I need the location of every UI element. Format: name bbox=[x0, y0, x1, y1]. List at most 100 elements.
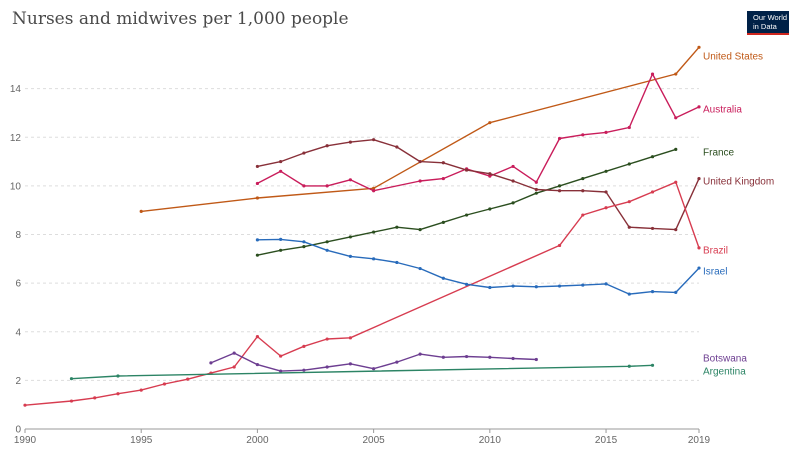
data-point bbox=[395, 225, 399, 229]
chart-title: Nurses and midwives per 1,000 people bbox=[12, 9, 349, 29]
x-tick-label: 1990 bbox=[14, 435, 37, 446]
y-tick-label: 2 bbox=[15, 376, 21, 387]
x-tick-label: 2015 bbox=[595, 435, 618, 446]
series-label: Brazil bbox=[703, 246, 728, 257]
data-point bbox=[348, 336, 352, 340]
data-point bbox=[302, 184, 306, 188]
data-point bbox=[302, 344, 306, 348]
y-tick-label: 12 bbox=[10, 133, 22, 144]
data-point bbox=[255, 335, 260, 339]
data-point bbox=[69, 377, 74, 381]
series-label: United Kingdom bbox=[703, 177, 774, 188]
data-point bbox=[232, 351, 236, 355]
data-point bbox=[279, 248, 283, 252]
data-point bbox=[279, 169, 283, 173]
data-point bbox=[279, 237, 283, 241]
data-point bbox=[325, 240, 329, 244]
data-point bbox=[674, 228, 678, 232]
data-point bbox=[255, 181, 260, 186]
data-point bbox=[418, 352, 422, 356]
y-tick-label: 4 bbox=[15, 327, 21, 338]
data-point bbox=[604, 130, 608, 134]
data-point bbox=[441, 220, 445, 224]
data-point bbox=[372, 186, 376, 190]
data-point bbox=[557, 189, 562, 193]
data-point bbox=[325, 144, 329, 148]
data-point bbox=[302, 240, 306, 244]
data-point bbox=[534, 285, 538, 289]
series-line-united-states bbox=[141, 46, 700, 213]
owid-logo[interactable]: Our World in Data bbox=[747, 11, 789, 35]
data-point bbox=[418, 228, 422, 232]
data-point bbox=[697, 266, 701, 270]
data-point bbox=[627, 162, 631, 166]
data-point bbox=[581, 133, 585, 137]
y-tick-label: 14 bbox=[10, 84, 22, 95]
data-point bbox=[116, 374, 120, 378]
data-point bbox=[232, 365, 236, 369]
data-point bbox=[279, 159, 283, 164]
data-point bbox=[162, 382, 167, 386]
data-point bbox=[557, 243, 562, 248]
data-point bbox=[697, 176, 701, 181]
data-point bbox=[697, 45, 701, 49]
data-point bbox=[441, 355, 445, 359]
y-tick-label: 6 bbox=[15, 279, 21, 290]
data-point bbox=[650, 190, 655, 194]
series-line-israel bbox=[257, 238, 700, 295]
data-point bbox=[534, 187, 538, 192]
data-point bbox=[557, 284, 562, 288]
data-point bbox=[534, 180, 538, 184]
data-point bbox=[186, 377, 190, 381]
series-line-argentina bbox=[71, 364, 653, 380]
data-point bbox=[488, 355, 492, 359]
data-point bbox=[650, 72, 655, 76]
data-point bbox=[627, 225, 631, 229]
data-point bbox=[372, 138, 376, 142]
data-point bbox=[511, 179, 515, 183]
series-label: France bbox=[703, 148, 735, 159]
data-point bbox=[674, 72, 678, 76]
data-point bbox=[674, 290, 678, 294]
data-point bbox=[674, 180, 678, 184]
data-point bbox=[372, 257, 376, 261]
x-tick-label: 2019 bbox=[688, 435, 711, 446]
data-point bbox=[511, 201, 515, 205]
data-point bbox=[255, 362, 260, 367]
data-point bbox=[418, 179, 422, 183]
data-point bbox=[255, 164, 260, 169]
data-point bbox=[581, 176, 585, 181]
data-point bbox=[348, 178, 352, 182]
data-point bbox=[488, 174, 492, 178]
data-point bbox=[441, 276, 445, 280]
y-tick-label: 8 bbox=[15, 230, 21, 241]
data-point bbox=[348, 235, 352, 239]
x-tick-label: 1995 bbox=[130, 435, 153, 446]
data-point bbox=[488, 121, 492, 125]
data-point bbox=[534, 357, 538, 362]
series-label: Israel bbox=[703, 267, 727, 278]
data-point bbox=[441, 161, 445, 165]
data-point bbox=[697, 105, 701, 109]
data-point bbox=[581, 283, 585, 287]
data-point bbox=[139, 388, 143, 392]
data-point bbox=[650, 155, 655, 159]
data-point bbox=[325, 365, 329, 369]
data-point bbox=[302, 368, 306, 372]
data-point bbox=[488, 207, 492, 211]
data-point bbox=[348, 362, 352, 366]
data-point bbox=[325, 184, 329, 188]
data-point bbox=[93, 396, 97, 400]
data-point bbox=[627, 200, 631, 204]
data-point bbox=[372, 230, 376, 234]
data-point bbox=[348, 254, 352, 258]
data-point bbox=[674, 147, 678, 152]
x-tick-label: 2000 bbox=[246, 435, 269, 446]
data-point bbox=[464, 168, 469, 172]
data-point bbox=[139, 209, 143, 214]
data-point bbox=[255, 196, 260, 200]
data-point bbox=[464, 213, 469, 217]
data-point bbox=[325, 337, 329, 341]
series-line-united-kingdom bbox=[257, 138, 700, 231]
data-point bbox=[464, 354, 469, 359]
